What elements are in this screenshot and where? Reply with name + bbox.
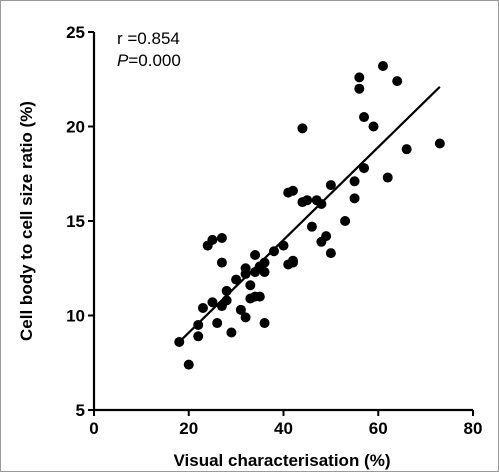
data-point [340, 216, 351, 226]
y-tick-label: 10 [66, 307, 85, 326]
data-point [193, 331, 204, 342]
data-point [216, 257, 227, 268]
data-point [287, 185, 298, 196]
data-point [197, 302, 208, 313]
y-tick-label: 20 [66, 118, 85, 137]
data-point [269, 246, 280, 257]
data-point [392, 76, 403, 87]
data-point [250, 250, 261, 261]
data-point [349, 193, 360, 204]
data-point [287, 257, 298, 268]
data-point [349, 176, 360, 187]
data-point [368, 121, 379, 132]
data-point [325, 180, 336, 191]
x-axis-title: Visual characterisation (%) [174, 451, 391, 470]
data-point [240, 268, 251, 279]
y-axis-title: Cell body to cell size ratio (%) [17, 101, 36, 341]
data-point [302, 195, 313, 206]
data-point [207, 234, 218, 245]
x-tick-label: 60 [369, 419, 388, 438]
regression-line [178, 86, 441, 343]
y-tick-label: 25 [66, 23, 85, 42]
tick-labels: 0 20 40 60 80 5 10 15 20 25 [66, 23, 482, 438]
data-point [259, 318, 270, 329]
data-point [212, 318, 223, 329]
data-point [382, 172, 393, 183]
x-tick-label: 20 [179, 419, 198, 438]
data-point [359, 112, 370, 123]
y-tick-label: 15 [66, 212, 85, 231]
data-point [434, 138, 445, 149]
x-tick-label: 40 [274, 419, 293, 438]
p-value: =0.000 [128, 51, 180, 70]
tick-marks [88, 31, 474, 416]
data-point [231, 274, 242, 285]
y-tick-label: 5 [76, 401, 85, 420]
p-annotation: P=0.000 [117, 51, 181, 70]
data-point [354, 83, 365, 94]
data-point [321, 231, 332, 242]
data-point [306, 221, 317, 232]
r-annotation: r =0.854 [117, 29, 180, 48]
data-point [325, 248, 336, 259]
data-point [259, 267, 270, 278]
data-point [226, 327, 237, 338]
data-point [207, 297, 218, 308]
data-point [354, 72, 365, 83]
data-point [235, 304, 246, 315]
axes [92, 32, 473, 412]
data-point [297, 123, 308, 134]
data-point [240, 312, 251, 323]
p-symbol: P [117, 51, 129, 70]
data-point [216, 233, 227, 244]
data-point [254, 291, 265, 302]
data-point [377, 61, 388, 72]
data-point [183, 359, 194, 370]
x-tick-label: 0 [89, 419, 98, 438]
data-point [359, 163, 370, 174]
data-point [401, 144, 412, 155]
data-point [245, 280, 256, 291]
x-tick-label: 80 [464, 419, 483, 438]
